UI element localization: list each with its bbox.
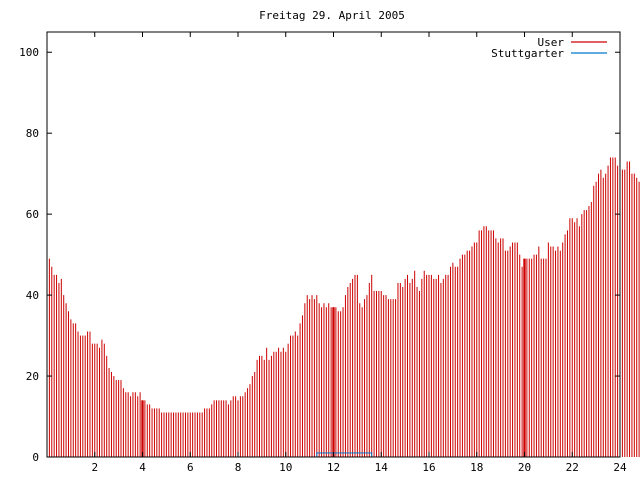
x-tick-label: 18 bbox=[470, 461, 483, 474]
y-tick-label: 40 bbox=[26, 289, 39, 302]
plot-frame bbox=[46, 31, 621, 458]
legend: User Stuttgarter bbox=[491, 36, 607, 60]
y-tick-label: 80 bbox=[26, 127, 39, 140]
x-tick-label: 2 bbox=[91, 461, 98, 474]
x-tick-label: 16 bbox=[422, 461, 435, 474]
x-tick-label: 24 bbox=[613, 461, 627, 474]
y-axis: 0 20 40 60 80 100 bbox=[19, 46, 620, 464]
x-tick-label: 8 bbox=[235, 461, 242, 474]
legend-user-label: User bbox=[538, 36, 565, 49]
x-tick-label: 20 bbox=[518, 461, 531, 474]
x-tick-label: 14 bbox=[375, 461, 389, 474]
x-tick-label: 6 bbox=[187, 461, 194, 474]
y-tick-label: 60 bbox=[26, 208, 39, 221]
x-tick-label: 22 bbox=[566, 461, 579, 474]
stuttgarter-series bbox=[316, 452, 373, 458]
x-tick-label: 12 bbox=[327, 461, 340, 474]
user-series bbox=[46, 157, 640, 457]
x-tick-label: 10 bbox=[279, 461, 292, 474]
user-highlight-bars bbox=[141, 258, 526, 457]
y-tick-label: 0 bbox=[32, 451, 39, 464]
stuttgarter-mark bbox=[316, 452, 373, 458]
x-tick-label: 4 bbox=[139, 461, 146, 474]
chart-title: Freitag 29. April 2005 bbox=[259, 9, 405, 22]
x-axis: 2 4 6 8 10 12 14 16 18 20 22 24 bbox=[91, 32, 627, 474]
y-tick-label: 20 bbox=[26, 370, 39, 383]
legend-stuttgarter-label: Stuttgarter bbox=[491, 47, 564, 60]
y-tick-label: 100 bbox=[19, 46, 39, 59]
